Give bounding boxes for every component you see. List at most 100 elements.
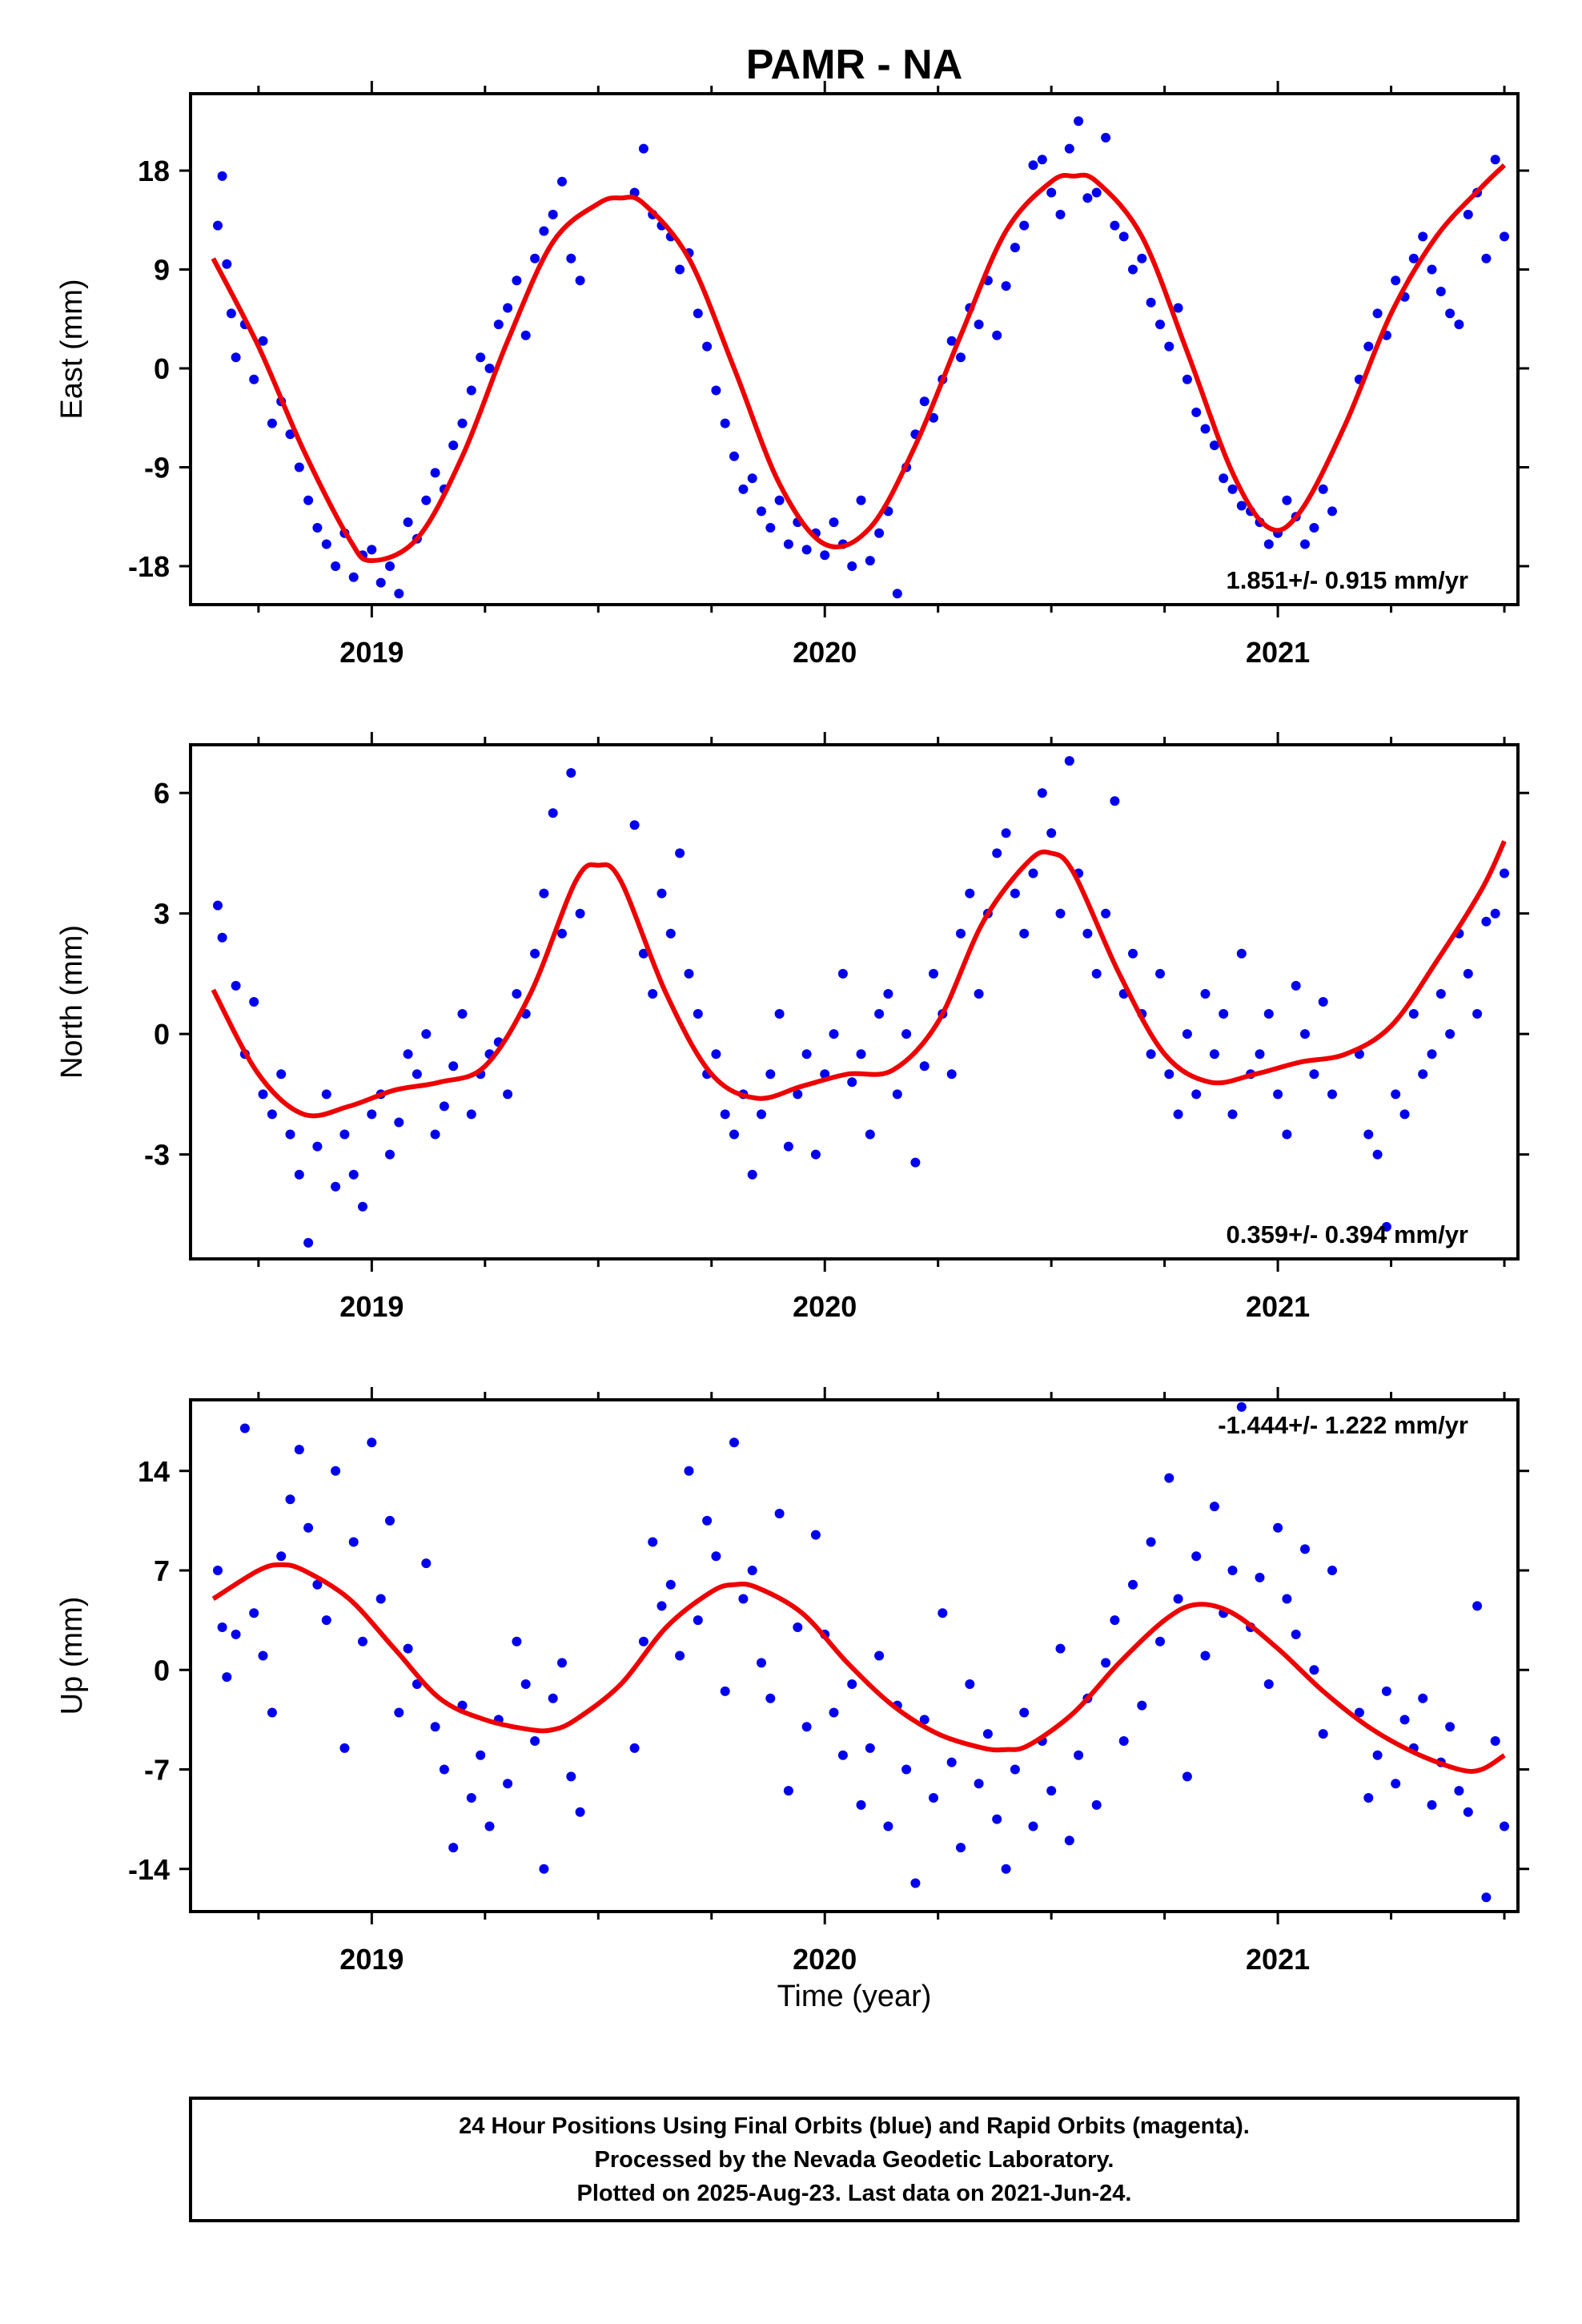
north-data-point (919, 1061, 930, 1072)
north-data-point (575, 908, 585, 919)
north-data-point (965, 888, 975, 899)
east-data-point (385, 561, 395, 571)
north-data-point (974, 989, 984, 999)
up-data-point (1309, 1665, 1319, 1675)
up-data-point (421, 1558, 432, 1569)
east-data-point (1209, 440, 1219, 451)
up-data-point (403, 1643, 413, 1654)
up-data-point (856, 1799, 866, 1810)
north-data-point (403, 1049, 413, 1059)
east-data-point (1445, 308, 1456, 319)
up-data-point (239, 1423, 250, 1433)
up-data-point (1110, 1615, 1120, 1626)
east-data-point (1318, 484, 1328, 494)
east-data-point (548, 209, 558, 219)
up-data-point (1500, 1821, 1509, 1831)
north-data-point (539, 888, 549, 899)
north-data-point (765, 1069, 776, 1080)
up-data-point (956, 1843, 966, 1853)
east-data-point (421, 495, 432, 505)
east-data-point (774, 495, 785, 505)
y-tick-label: 7 (154, 1554, 170, 1587)
north-data-point (1046, 828, 1057, 838)
footer-box: 24 Hour Positions Using Final Orbits (bl… (189, 2097, 1520, 2222)
north-data-point (1282, 1129, 1292, 1140)
north-data-point (1481, 916, 1492, 927)
north-data-point (1309, 1069, 1319, 1080)
up-data-point (629, 1743, 640, 1753)
east-data-point (720, 418, 730, 428)
north-data-point (303, 1237, 314, 1248)
north-data-point (348, 1169, 359, 1180)
north-data-point (412, 1069, 422, 1080)
up-data-point (837, 1750, 848, 1760)
east-data-point (1091, 187, 1102, 198)
north-data-point (1490, 908, 1500, 919)
up-data-point (1209, 1502, 1219, 1512)
up-data-point (1028, 1821, 1038, 1831)
north-data-point (249, 997, 259, 1007)
up-data-point (1445, 1722, 1456, 1732)
up-data-point (992, 1814, 1002, 1824)
up-data-point (665, 1579, 676, 1590)
east-data-point (1481, 253, 1492, 263)
east-data-point (1200, 424, 1211, 434)
north-data-point (258, 1089, 268, 1100)
east-plot-frame (189, 92, 1520, 606)
north-data-point (1463, 968, 1473, 979)
east-data-point (1282, 495, 1292, 505)
up-data-point (375, 1594, 386, 1604)
north-data-point (1110, 796, 1120, 806)
east-data-point (303, 495, 314, 505)
up-data-point (358, 1636, 367, 1647)
x-tick-label: 2019 (339, 636, 404, 669)
y-tick-label: 3 (154, 898, 170, 931)
north-data-point (829, 1029, 839, 1039)
north-data-point (1019, 928, 1030, 939)
north-data-point (874, 1009, 885, 1019)
up-data-point (1001, 1864, 1011, 1874)
north-data-point (675, 848, 685, 858)
east-data-point (231, 352, 241, 363)
east-data-point (1110, 220, 1120, 231)
north-data-point (901, 1029, 912, 1039)
north-data-point (213, 900, 223, 911)
east-y-axis-label: East (mm) (55, 279, 89, 419)
east-data-point (1454, 320, 1464, 330)
up-data-point (539, 1864, 549, 1874)
north-data-point (566, 768, 576, 778)
east-data-point (929, 412, 938, 423)
up-data-point (1300, 1544, 1310, 1554)
east-data-point (847, 561, 857, 571)
up-data-point (1273, 1522, 1283, 1533)
north-data-point (1191, 1089, 1202, 1100)
y-tick-label: 0 (154, 1018, 170, 1051)
up-data-point (1363, 1793, 1374, 1803)
up-data-point (738, 1594, 749, 1604)
east-data-point (1463, 209, 1473, 219)
north-data-point (1200, 989, 1211, 999)
east-data-point (675, 264, 685, 275)
up-data-point (874, 1651, 885, 1661)
up-data-point (1481, 1892, 1492, 1903)
up-data-point (1118, 1736, 1129, 1746)
east-data-point (1391, 275, 1401, 286)
up-data-point (1091, 1799, 1102, 1810)
north-data-point (992, 848, 1002, 858)
up-data-point (865, 1743, 875, 1753)
north-data-point (1381, 1221, 1391, 1232)
east-data-point (1074, 116, 1084, 127)
north-data-point (1372, 1149, 1383, 1160)
north-data-point (312, 1141, 323, 1152)
x-tick-label: 2020 (793, 1943, 857, 1976)
north-data-point (865, 1129, 875, 1140)
north-y-axis-label: North (mm) (55, 925, 89, 1079)
up-data-point (938, 1608, 948, 1618)
north-data-point (430, 1129, 440, 1140)
up-data-point (217, 1622, 227, 1632)
x-tick-label: 2021 (1246, 1290, 1310, 1323)
east-data-point (820, 550, 830, 561)
north-data-point (847, 1077, 857, 1088)
y-tick-label: 18 (138, 155, 170, 187)
east-data-point (1236, 501, 1247, 511)
